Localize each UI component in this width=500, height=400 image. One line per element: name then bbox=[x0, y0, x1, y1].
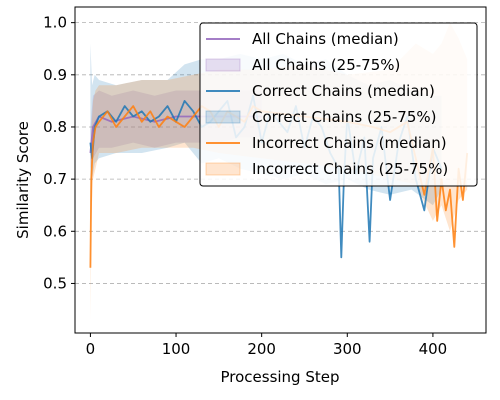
x-tick-label: 0 bbox=[86, 340, 96, 358]
y-axis-label: Similarity Score bbox=[14, 121, 32, 239]
legend-swatch bbox=[205, 58, 241, 72]
y-tick-label: 1.0 bbox=[43, 14, 67, 32]
legend-box bbox=[199, 22, 478, 187]
y-tick-label: 0.9 bbox=[43, 66, 67, 84]
legend-swatch bbox=[205, 162, 241, 176]
y-tick-label: 0.7 bbox=[43, 170, 67, 188]
x-axis-label: Processing Step bbox=[220, 368, 339, 386]
plot-frame bbox=[74, 6, 487, 334]
legend-label: All Chains (median) bbox=[252, 30, 399, 48]
legend: All Chains (median) All Chains (25-75%) Co… bbox=[199, 22, 478, 187]
legend-label: Correct Chains (median) bbox=[252, 82, 435, 100]
x-tick-label: 100 bbox=[162, 340, 191, 358]
legend-label: Correct Chains (25-75%) bbox=[252, 108, 437, 126]
x-tick-label: 400 bbox=[419, 340, 448, 358]
legend-label: Incorrect Chains (25-75%) bbox=[252, 160, 448, 178]
y-tick-label: 0.5 bbox=[43, 274, 67, 292]
legend-label: Incorrect Chains (median) bbox=[252, 134, 447, 152]
legend-label: All Chains (25-75%) bbox=[252, 56, 400, 74]
x-tick-label: 300 bbox=[333, 340, 362, 358]
axes: 0 100 200 300 400 0.5 0.6 0.7 0.8 0.9 1.0 bbox=[43, 6, 487, 358]
y-tick-label: 0.6 bbox=[43, 222, 67, 240]
legend-swatch bbox=[205, 110, 241, 124]
x-tick-label: 200 bbox=[247, 340, 276, 358]
y-tick-label: 0.8 bbox=[43, 118, 67, 136]
